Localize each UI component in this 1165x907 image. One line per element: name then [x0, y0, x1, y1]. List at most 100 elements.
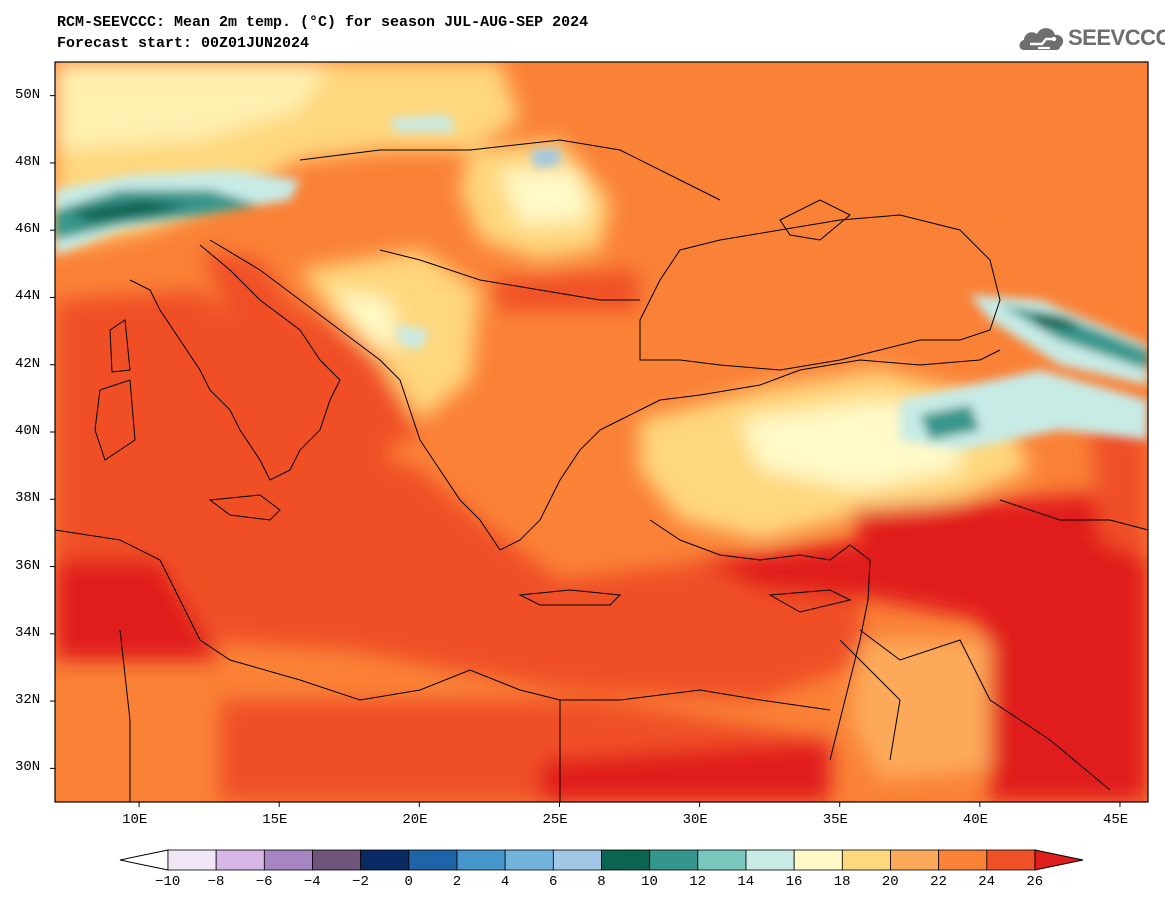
cyprus-coast — [768, 589, 852, 613]
field-mediterranean — [55, 290, 870, 700]
colorbar-label: 22 — [930, 874, 947, 890]
lat-label: 50N — [15, 86, 41, 103]
colorbar-label: −2 — [352, 874, 369, 890]
colorbar-label: 20 — [881, 874, 899, 890]
lon-label: 35E — [822, 812, 848, 828]
lat-label: 36N — [15, 557, 41, 574]
corsica-coast — [109, 319, 131, 373]
colorbar-cell — [745, 849, 795, 871]
lat-label: 34N — [15, 624, 41, 641]
lat-label: 30N — [15, 759, 41, 776]
colorbar-label: 8 — [597, 874, 606, 890]
border-1 — [299, 139, 721, 201]
field-adriatic — [300, 300, 420, 440]
italy-coast — [129, 244, 341, 481]
border-3 — [859, 629, 1111, 791]
colorbar-label: 12 — [689, 874, 707, 890]
crimea-coast — [779, 199, 851, 241]
lon-label: 10E — [122, 812, 148, 828]
lat-label: 48N — [15, 153, 41, 170]
colorbar-label: 0 — [404, 874, 413, 890]
colorbar-arrow-high — [1034, 849, 1084, 871]
africa-coast — [55, 529, 831, 711]
colorbar-cell — [263, 849, 313, 871]
adriatic-coast — [209, 239, 421, 441]
colorbar-cell — [601, 849, 651, 871]
field-carpathian-cool — [530, 148, 560, 168]
lat-label: 44N — [15, 288, 41, 305]
colorbar-arrow-low — [119, 849, 169, 871]
black-sea-coast — [639, 214, 1001, 371]
field-caucasus-core — [1030, 312, 1080, 330]
lon-label: 30E — [682, 812, 708, 828]
colorbar-label: 26 — [1026, 874, 1044, 890]
sicily-coast — [208, 494, 281, 521]
colorbar-label: −6 — [255, 874, 273, 890]
border-5 — [839, 639, 901, 761]
field-black-sea — [640, 220, 1000, 380]
colorbar-cell — [360, 849, 410, 871]
coastlines — [55, 139, 1148, 802]
field-carpathian-core — [500, 170, 590, 225]
colorbar-cell — [408, 849, 458, 871]
colorbar-cell — [938, 849, 988, 871]
field-caucasus — [970, 295, 1148, 385]
border-2 — [379, 249, 640, 301]
colorbar-cell — [215, 849, 265, 871]
forecast-start: Forecast start: 00Z01JUN2024 — [57, 35, 310, 52]
lon-label: 25E — [542, 812, 568, 828]
colorbar-label: −8 — [207, 874, 225, 890]
colorbar-label: 24 — [978, 874, 996, 890]
colorbar-cell — [456, 849, 506, 871]
colorbar-label: 4 — [500, 874, 510, 890]
field-north-east — [980, 62, 1148, 240]
field-north-light — [55, 62, 330, 150]
field-alps-core — [70, 200, 190, 222]
colorbar-cell — [697, 849, 747, 871]
sardinia-coast — [94, 379, 136, 461]
seevccc-logo: SEEVCCC — [1016, 22, 1165, 56]
lon-label: 40E — [962, 812, 989, 828]
crete-coast — [518, 589, 622, 606]
colorbar-label: 6 — [549, 874, 558, 890]
field-southern-turkey — [700, 540, 880, 600]
field-alps-teal — [55, 190, 260, 240]
field-balkan-core — [330, 290, 400, 350]
levant-coast — [829, 559, 871, 761]
logo-text: SEEVCCC — [1068, 25, 1165, 50]
colorbar-cell — [504, 849, 554, 871]
lon-label: 20E — [402, 812, 428, 828]
colorbar-label: 2 — [452, 874, 462, 890]
colorbar-cells — [119, 849, 1084, 871]
colorbar-label: 10 — [641, 874, 658, 890]
field-italy-warm — [200, 250, 400, 470]
colorbar-label: 18 — [833, 874, 851, 890]
colorbar-cell — [793, 849, 843, 871]
lat-label: 46N — [15, 221, 41, 238]
field-egypt-hot — [540, 740, 830, 802]
field-balkan-cool — [395, 325, 430, 350]
lon-label: 45E — [1102, 812, 1129, 828]
colorbar-label: −10 — [155, 874, 181, 890]
axis-ticks — [50, 95, 1121, 807]
colorbar-cell — [841, 849, 891, 871]
colorbar-label: 14 — [737, 874, 755, 890]
field-east-anatolia-teal — [920, 405, 980, 440]
turkey-coast — [619, 349, 1001, 421]
lat-label: 32N — [15, 692, 41, 709]
field-north-africa — [55, 560, 220, 660]
colorbar-label: −4 — [303, 874, 321, 890]
colorbar-cell — [167, 849, 217, 871]
lon-label: 15E — [262, 812, 288, 828]
border-4 — [999, 499, 1148, 531]
lat-label: 38N — [15, 490, 41, 507]
chart-title: RCM-SEEVCCC: Mean 2m temp. (°C) for seas… — [57, 14, 589, 31]
lat-label: 40N — [15, 423, 41, 439]
cloud-icon — [1019, 28, 1064, 50]
lat-label: 42N — [15, 355, 41, 372]
field-jordan — [850, 640, 990, 780]
border-6 — [119, 629, 131, 802]
field-levant — [850, 490, 1148, 802]
